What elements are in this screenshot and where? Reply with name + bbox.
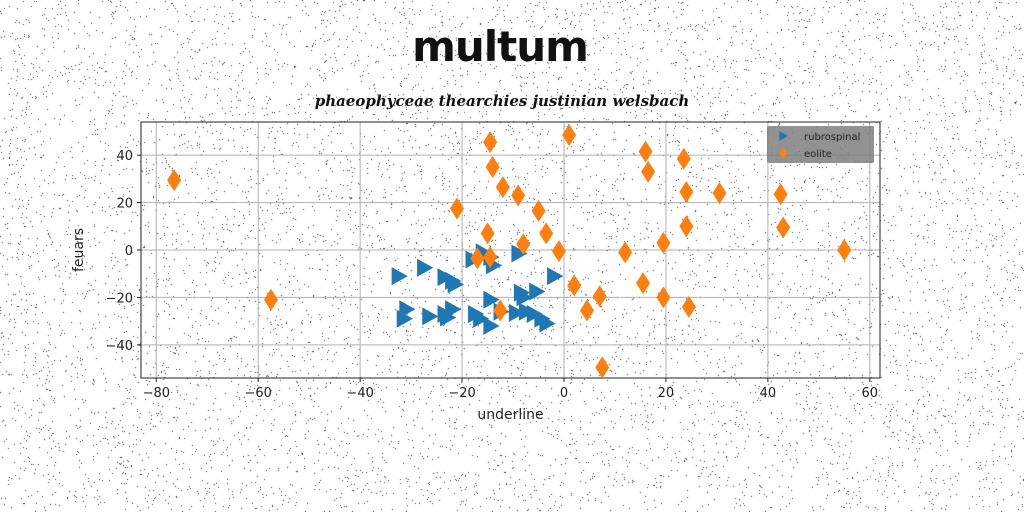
data-point-triangle <box>529 282 546 301</box>
data-point-triangle <box>547 267 564 286</box>
data-point-diamond <box>539 222 554 245</box>
data-point-triangle <box>483 316 500 335</box>
data-point-triangle <box>396 309 413 328</box>
legend-label: eolite <box>804 149 832 160</box>
legend-item-rubrospinal: rubrospinal <box>779 131 860 143</box>
data-point-triangle <box>422 307 439 326</box>
data-point-diamond <box>712 182 727 205</box>
data-point-diamond <box>679 215 694 238</box>
chart-subtitle: phaeophyceae thearchies justinian welsba… <box>314 92 690 110</box>
y-axis-ticks: −40 −20 0 20 40 <box>106 149 141 354</box>
data-point-diamond <box>480 222 495 245</box>
data-point-diamond <box>676 147 691 170</box>
legend: rubrospinal eolite <box>767 126 874 163</box>
data-point-diamond <box>595 356 610 379</box>
data-point-diamond <box>551 240 566 263</box>
x-tick-label: 0 <box>560 386 568 401</box>
data-point-diamond <box>618 241 633 264</box>
x-tick-label: −60 <box>245 386 272 401</box>
y-tick-label: 40 <box>116 149 133 164</box>
data-point-diamond <box>449 197 464 220</box>
data-point-triangle <box>391 267 408 286</box>
data-point-triangle <box>539 314 556 333</box>
y-tick-label: 0 <box>125 244 133 259</box>
data-point-triangle <box>508 303 526 322</box>
x-axis-ticks: −80 −60 −40 −20 0 20 40 60 <box>143 378 879 401</box>
x-tick-label: 20 <box>658 386 675 401</box>
y-tick-label: −20 <box>106 291 133 306</box>
data-point-diamond <box>773 183 788 206</box>
data-point-diamond <box>776 216 791 239</box>
data-point-diamond <box>638 140 653 163</box>
data-point-triangle <box>440 308 457 327</box>
data-point-triangle <box>516 288 533 307</box>
legend-item-eolite: eolite <box>779 147 832 160</box>
data-point-triangle <box>447 275 464 294</box>
data-point-diamond <box>567 274 582 297</box>
data-point-diamond <box>470 247 485 270</box>
data-point-diamond <box>493 299 508 322</box>
series-eolite <box>167 124 852 379</box>
data-point-diamond <box>167 169 182 192</box>
data-point-diamond <box>485 156 500 179</box>
legend-box <box>767 126 874 163</box>
data-point-diamond <box>483 246 498 269</box>
legend-marker-triangle <box>779 131 789 141</box>
legend-marker-diamond <box>779 147 787 159</box>
y-tick-label: 20 <box>116 197 133 212</box>
data-point-diamond <box>681 295 696 318</box>
data-point-diamond <box>516 233 531 256</box>
data-point-triangle <box>511 244 528 263</box>
x-axis-label: underline <box>477 407 543 423</box>
x-tick-label: −80 <box>143 386 170 401</box>
x-tick-label: 40 <box>760 386 777 401</box>
y-tick-label: −40 <box>106 339 133 354</box>
data-point-triangle <box>473 309 490 328</box>
chart-title: multum <box>412 22 589 71</box>
data-points <box>167 124 852 379</box>
x-tick-label: −20 <box>448 386 475 401</box>
data-point-diamond <box>656 286 671 309</box>
data-point-diamond <box>679 180 694 203</box>
data-point-diamond <box>495 176 510 199</box>
data-point-diamond <box>263 288 278 311</box>
data-point-diamond <box>837 239 852 261</box>
grid <box>141 122 880 378</box>
y-axis-label: feuars <box>71 228 87 272</box>
legend-label: rubrospinal <box>804 132 860 143</box>
data-point-triangle <box>417 258 434 277</box>
data-point-diamond <box>636 272 651 295</box>
data-point-triangle <box>483 290 500 309</box>
data-point-diamond <box>641 160 656 183</box>
x-tick-label: −40 <box>346 386 373 401</box>
data-point-diamond <box>592 285 607 308</box>
data-point-diamond <box>562 124 577 147</box>
data-point-diamond <box>483 131 498 154</box>
x-tick-label: 60 <box>862 386 879 401</box>
data-point-diamond <box>531 199 546 222</box>
data-point-diamond <box>511 184 526 207</box>
data-point-diamond <box>579 299 594 322</box>
data-point-diamond <box>656 231 671 254</box>
